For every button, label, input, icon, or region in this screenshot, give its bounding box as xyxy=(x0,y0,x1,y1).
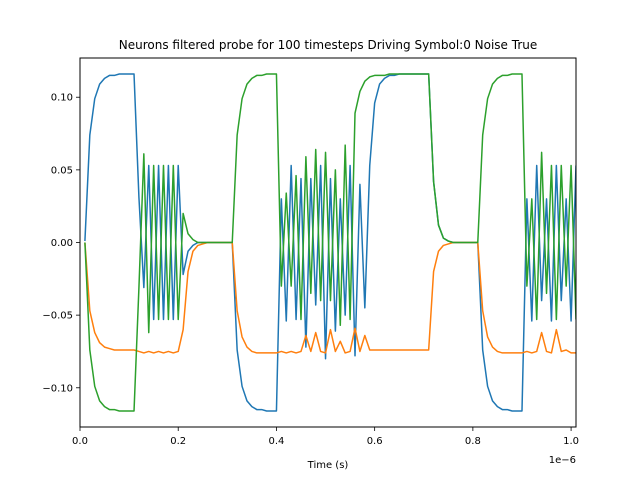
y-tick-label: 0.00 xyxy=(51,238,73,249)
x-tick-label: 1.0 xyxy=(563,436,579,447)
y-axis: −0.10 −0.05 0.00 0.05 0.10 xyxy=(42,93,80,394)
x-tick-label: 0.6 xyxy=(367,436,383,447)
x-axis-label: Time (s) xyxy=(307,460,349,471)
y-tick-label: −0.10 xyxy=(42,383,73,394)
x-axis: 0.0 0.2 0.4 0.6 0.8 1.0 xyxy=(72,427,579,447)
x-tick-label: 0.0 xyxy=(72,436,88,447)
chart-title: Neurons filtered probe for 100 timesteps… xyxy=(119,38,538,52)
x-tick-label: 0.4 xyxy=(268,436,284,447)
series-line-3 xyxy=(84,73,576,412)
series-line-1 xyxy=(84,73,576,412)
series-line-2 xyxy=(84,241,576,354)
y-tick-label: 0.05 xyxy=(51,165,73,176)
series-layer xyxy=(84,73,576,412)
y-tick-label: −0.05 xyxy=(42,311,73,322)
x-tick-label: 0.2 xyxy=(170,436,186,447)
x-offset-label: 1e−6 xyxy=(549,455,576,466)
x-tick-label: 0.8 xyxy=(465,436,481,447)
y-tick-label: 0.10 xyxy=(51,93,73,104)
